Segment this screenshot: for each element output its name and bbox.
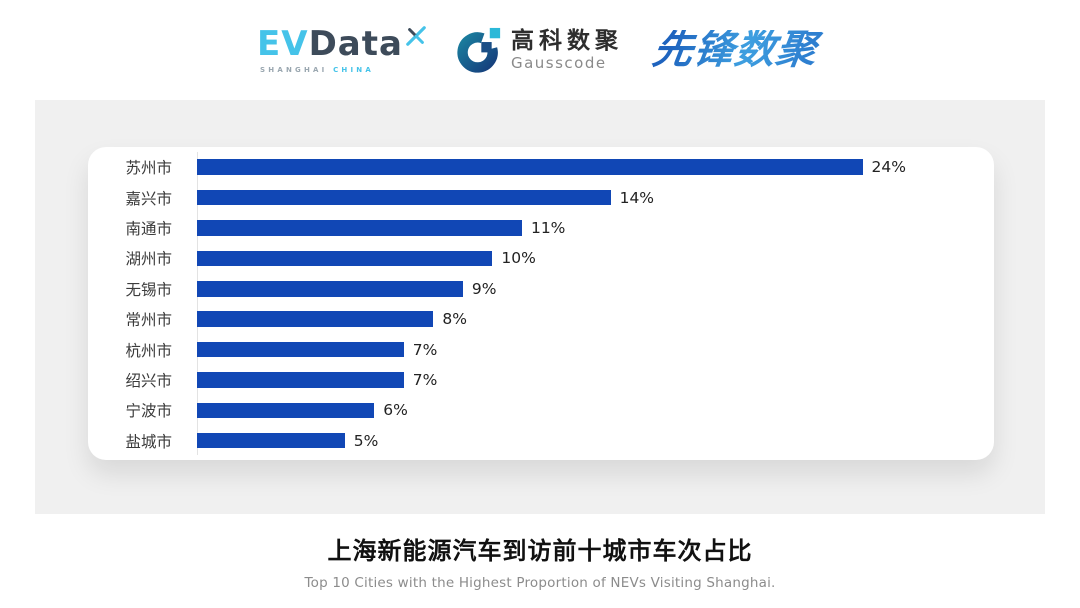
city-label: 杭州市 bbox=[125, 341, 172, 360]
bar-chart-rows: 苏州市 24% 嘉兴市 14% 南通市 11% 湖州市 10% 无锡市 9% 常州市 8% 杭州市 7% 绍… bbox=[88, 152, 994, 460]
city-label: 常州市 bbox=[125, 311, 172, 330]
evdata-tagline-china: CHINA bbox=[333, 65, 374, 74]
bar[interactable] bbox=[197, 341, 404, 358]
bar-row: 苏州市 24% bbox=[88, 152, 994, 182]
gausscode-logo: 高科数聚 Gausscode bbox=[455, 27, 623, 74]
bar-value-label: 14% bbox=[619, 188, 655, 207]
bar[interactable] bbox=[197, 402, 375, 419]
bar[interactable] bbox=[197, 281, 463, 297]
bar-value-label: 10% bbox=[501, 249, 536, 268]
bar-track: 7% bbox=[197, 340, 906, 359]
evdata-data-text: Data bbox=[308, 23, 403, 64]
city-label: 无锡市 bbox=[125, 280, 172, 299]
bar[interactable] bbox=[197, 372, 404, 388]
gausscode-en-text: Gausscode bbox=[510, 53, 607, 72]
bar-track: 9% bbox=[197, 279, 906, 298]
y-axis-line bbox=[197, 152, 198, 455]
bar-track: 8% bbox=[197, 310, 906, 329]
city-label: 宁波市 bbox=[125, 402, 172, 421]
bar-row: 湖州市 10% bbox=[88, 243, 994, 273]
bar-value-label: 6% bbox=[383, 401, 408, 420]
bar-value-label: 11% bbox=[530, 218, 566, 237]
bar-track: 14% bbox=[197, 188, 906, 207]
chart-title: 上海新能源汽车到访前十城市车次占比 bbox=[327, 537, 753, 565]
bar-row: 杭州市 7% bbox=[88, 334, 994, 364]
gausscode-cn-text: 高科数聚 bbox=[510, 27, 623, 54]
bar-track: 7% bbox=[197, 370, 906, 389]
bar[interactable] bbox=[197, 159, 863, 175]
bar-row: 嘉兴市 14% bbox=[88, 182, 994, 212]
bar-track: 5% bbox=[197, 431, 906, 450]
city-label: 苏州市 bbox=[125, 159, 172, 178]
bar-value-label: 7% bbox=[412, 340, 438, 359]
bar[interactable] bbox=[197, 311, 434, 327]
bar-row: 无锡市 9% bbox=[88, 274, 994, 304]
gausscode-wordmark: 高科数聚 Gausscode bbox=[510, 27, 623, 72]
evdata-logo: EV Data SHANGHAI CHINA bbox=[257, 23, 426, 74]
logo-header: EV Data SHANGHAI CHINA 高科数聚 bbox=[0, 0, 1080, 100]
bar-row: 盐城市 5% bbox=[88, 426, 994, 456]
chart-card: 苏州市 24% 嘉兴市 14% 南通市 11% 湖州市 10% 无锡市 9% 常州市 8% 杭州市 7% 绍… bbox=[88, 147, 994, 460]
bar-value-label: 24% bbox=[871, 158, 906, 177]
evdata-tagline: SHANGHAI CHINA bbox=[260, 66, 374, 74]
evdata-tagline-shanghai: SHANGHAI bbox=[260, 65, 328, 74]
evdata-wordmark: EV Data bbox=[257, 23, 426, 64]
city-label: 绍兴市 bbox=[125, 371, 172, 390]
city-label: 湖州市 bbox=[125, 250, 172, 269]
city-label: 嘉兴市 bbox=[125, 189, 172, 208]
bar-row: 宁波市 6% bbox=[88, 395, 994, 425]
evdata-x-icon bbox=[406, 25, 426, 46]
city-label: 南通市 bbox=[125, 219, 172, 238]
bar-value-label: 7% bbox=[412, 370, 438, 389]
bar-track: 10% bbox=[197, 249, 906, 268]
chart-subtitle: Top 10 Cities with the Highest Proportio… bbox=[304, 575, 776, 591]
bar-value-label: 5% bbox=[353, 431, 379, 450]
pioneer-datacluster-logo: 先锋数聚 bbox=[650, 27, 826, 73]
city-label: 盐城市 bbox=[125, 432, 172, 451]
bar-row: 绍兴市 7% bbox=[88, 365, 994, 395]
bar-value-label: 9% bbox=[471, 279, 497, 298]
bar-track: 6% bbox=[197, 401, 906, 420]
bar-value-label: 8% bbox=[442, 310, 467, 329]
bar-track: 24% bbox=[197, 158, 906, 177]
caption-block: 上海新能源汽车到访前十城市车次占比 Top 10 Cities with the… bbox=[0, 531, 1080, 591]
bar[interactable] bbox=[197, 189, 611, 206]
bar[interactable] bbox=[197, 432, 345, 449]
bar[interactable] bbox=[197, 250, 493, 267]
bar-row: 常州市 8% bbox=[88, 304, 994, 334]
evdata-ev-text: EV bbox=[257, 23, 309, 64]
bar-track: 11% bbox=[197, 218, 906, 237]
chart-panel: 苏州市 24% 嘉兴市 14% 南通市 11% 湖州市 10% 无锡市 9% 常州市 8% 杭州市 7% 绍… bbox=[35, 100, 1045, 514]
bar-row: 南通市 11% bbox=[88, 213, 994, 243]
gausscode-g-icon bbox=[457, 27, 501, 73]
bar[interactable] bbox=[197, 220, 522, 236]
